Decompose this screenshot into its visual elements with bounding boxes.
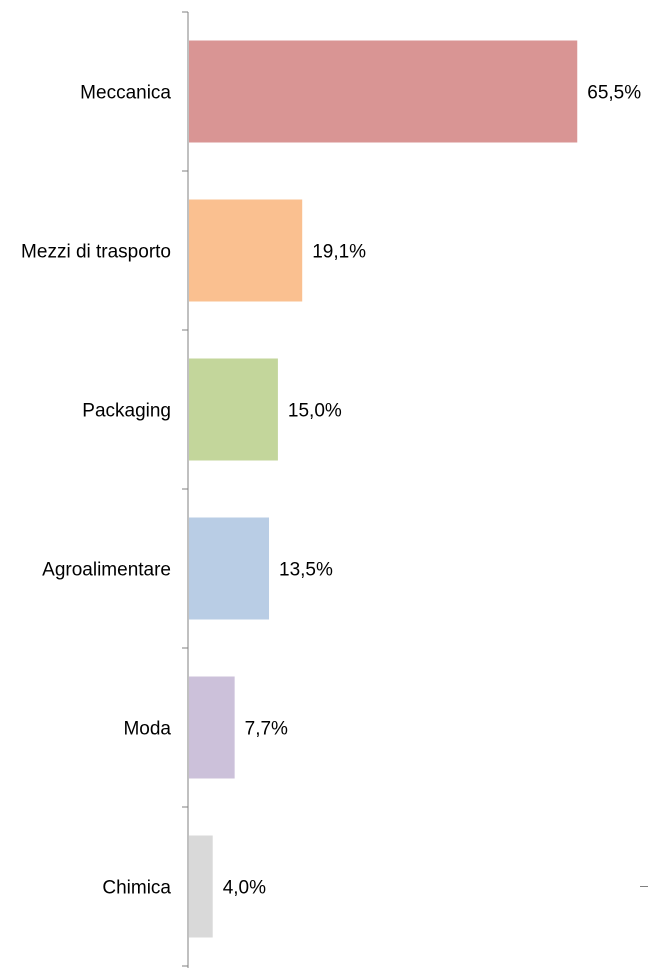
axis-end-mark <box>640 886 648 887</box>
category-labels: Meccanica Mezzi di trasporto Packaging Agro… <box>21 83 171 899</box>
axis-ticks <box>182 11 188 967</box>
category-label: Packaging <box>82 401 171 422</box>
bar-chimica <box>189 835 213 938</box>
category-label: Chimica <box>102 878 171 899</box>
value-label: 13,5% <box>279 560 333 581</box>
category-label: Meccanica <box>80 83 171 104</box>
bar-moda <box>189 676 235 779</box>
category-label: Agroalimentare <box>42 560 171 581</box>
bars-group <box>189 40 578 938</box>
bar-agroalimentare <box>189 517 270 620</box>
value-label: 4,0% <box>223 878 266 899</box>
value-label: 65,5% <box>587 83 641 104</box>
value-label: 7,7% <box>245 719 288 740</box>
bar-meccanica <box>189 40 578 143</box>
value-label: 15,0% <box>288 401 342 422</box>
category-label: Mezzi di trasporto <box>21 242 171 263</box>
bar-packaging <box>189 358 278 461</box>
bar-mezzi-di-trasporto <box>189 199 303 302</box>
category-label: Moda <box>123 719 171 740</box>
value-labels: 65,5% 19,1% 15,0% 13,5% 7,7% 4,0% <box>223 83 642 899</box>
value-label: 19,1% <box>312 242 366 263</box>
